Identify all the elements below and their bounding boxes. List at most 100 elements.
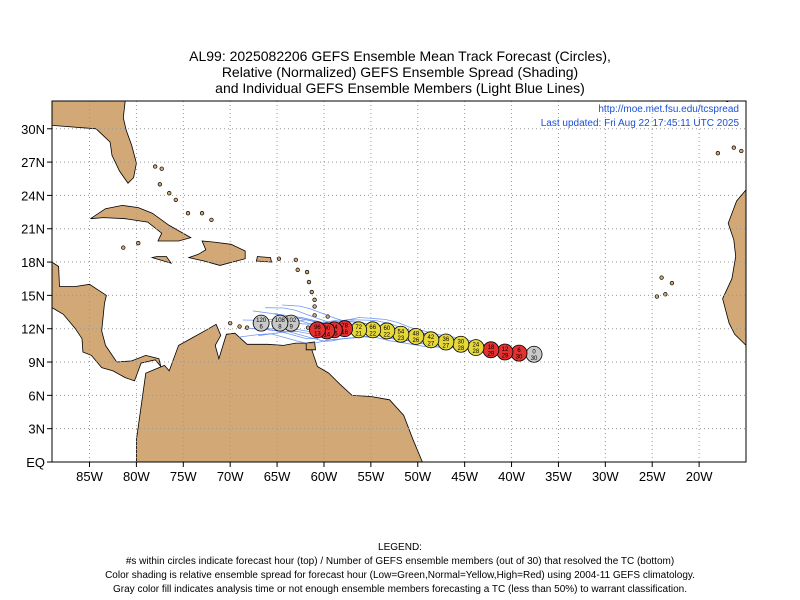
island <box>669 281 675 286</box>
puerto-rico <box>255 256 273 263</box>
forecast-hour: 102 <box>286 318 297 324</box>
legend-line-3: Gray color fill indicates analysis time … <box>113 584 687 595</box>
forecast-hour: 60 <box>383 326 390 332</box>
island <box>739 148 744 154</box>
lat-label: 15N <box>21 288 45 303</box>
island <box>153 164 158 169</box>
forecast-hour: 0 <box>532 349 536 355</box>
member-count: 27 <box>428 341 435 347</box>
ensemble-mean-track: 0306301229182924283028362742274826542360… <box>252 314 543 363</box>
forecast-hour: 30 <box>458 339 465 345</box>
lat-label: 9N <box>28 355 45 370</box>
island <box>295 267 300 272</box>
lon-label: 20W <box>686 469 713 484</box>
lat-label: 21N <box>21 222 45 237</box>
island <box>754 145 758 149</box>
lat-label: 18N <box>21 255 45 270</box>
title-line-1: AL99: 2025082206 GEFS Ensemble Mean Trac… <box>189 48 611 64</box>
lon-label: 70W <box>217 469 244 484</box>
lon-label: 50W <box>404 469 431 484</box>
jamaica <box>150 256 173 264</box>
member-count: 28 <box>458 346 465 352</box>
island <box>237 324 242 329</box>
lon-label: 75W <box>170 469 197 484</box>
central-america <box>52 261 162 382</box>
member-count: 16 <box>341 330 348 336</box>
lon-label: 80W <box>123 469 150 484</box>
longitude-labels: 85W 80W 75W 70W 65W 60W 55W 50W 45W 40W 35W 30W 25W 2… <box>76 469 713 484</box>
lon-label: 60W <box>311 469 338 484</box>
island <box>715 151 721 156</box>
forecast-hour: 24 <box>473 343 480 349</box>
member-count: 21 <box>355 331 362 337</box>
track-point: 030 <box>525 345 543 363</box>
track-circle <box>252 314 270 332</box>
island <box>157 182 163 187</box>
credit-updated: Last updated: Fri Aug 22 17:45:11 UTC 20… <box>541 118 740 129</box>
forecast-hour: 42 <box>428 335 435 341</box>
hispaniola <box>187 240 246 266</box>
island <box>293 257 298 262</box>
member-count: 29 <box>502 354 509 360</box>
forecast-hour: 78 <box>341 324 348 330</box>
forecast-hour: 84 <box>331 325 338 331</box>
forecast-hour: 6 <box>517 348 521 354</box>
forecast-hour: 96 <box>314 325 321 331</box>
member-count: 30 <box>531 356 538 362</box>
title-line-2: Relative (Normalized) GEFS Ensemble Spre… <box>221 64 579 80</box>
island <box>276 256 282 261</box>
forecast-hour: 90 <box>323 326 330 332</box>
island <box>309 289 314 295</box>
lat-label: 27N <box>21 155 45 170</box>
legend-heading: LEGEND: <box>378 542 422 553</box>
lon-label: 55W <box>357 469 384 484</box>
island <box>136 241 141 246</box>
axis-ticks <box>47 128 700 467</box>
land-masses <box>52 101 758 462</box>
island <box>731 145 736 150</box>
cuba <box>90 204 192 242</box>
lon-label: 45W <box>451 469 478 484</box>
lon-label: 35W <box>545 469 572 484</box>
lat-lon-grid <box>52 101 746 462</box>
forecast-hour: 48 <box>413 331 420 337</box>
lon-label: 65W <box>264 469 291 484</box>
island <box>306 279 312 285</box>
forecast-hour: 108 <box>275 318 286 324</box>
credit-url[interactable]: http://moe.met.fsu.edu/tcspread <box>598 104 739 115</box>
member-count: 28 <box>473 349 480 355</box>
member-count: 29 <box>488 351 495 357</box>
member-count: 22 <box>383 332 390 338</box>
trinidad <box>305 341 316 351</box>
lon-label: 30W <box>592 469 619 484</box>
member-count: 8 <box>278 325 282 331</box>
south-america <box>136 323 465 462</box>
lon-label: 40W <box>498 469 525 484</box>
member-count: 30 <box>516 355 523 361</box>
island <box>159 166 164 171</box>
island <box>659 275 664 280</box>
member-count: 9 <box>289 325 293 331</box>
lon-label: 85W <box>76 469 103 484</box>
member-count: 6 <box>259 325 263 331</box>
forecast-hour: 54 <box>398 329 405 335</box>
plot-frame <box>51 100 747 463</box>
title-line-3: and Individual GEFS Ensemble Members (Li… <box>215 80 585 96</box>
forecast-hour: 12 <box>502 347 509 353</box>
track-point: 630 <box>510 344 528 362</box>
forecast-hour: 36 <box>443 337 450 343</box>
track-circle <box>271 314 289 332</box>
island <box>173 197 178 203</box>
legend-line-2: Color shading is relative ensemble sprea… <box>105 570 695 581</box>
